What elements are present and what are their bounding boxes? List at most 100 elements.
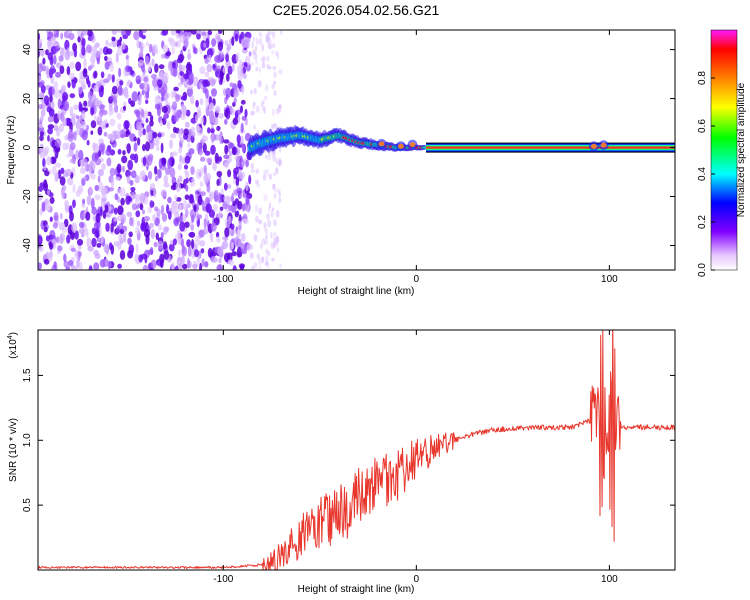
heatmap-cell <box>206 63 213 73</box>
heatmap-cell <box>81 81 86 89</box>
heatmap-cell <box>66 234 71 244</box>
heatmap-cell <box>273 122 277 128</box>
heatmap-cell <box>63 260 69 268</box>
heatmap-cell <box>77 36 81 43</box>
heatmap-cell <box>227 169 232 178</box>
heatmap-cell <box>138 254 143 263</box>
heatmap-cell <box>211 134 215 144</box>
heatmap-cell <box>230 223 235 230</box>
heatmap-cell <box>205 97 209 109</box>
heatmap-cell <box>266 213 270 220</box>
heatmap-cell <box>111 178 114 189</box>
heatmap-cell <box>46 156 52 166</box>
heatmap-cell <box>138 128 144 138</box>
heatmap-cell <box>210 144 216 155</box>
heatmap-cell <box>273 80 276 85</box>
heatmap-cell <box>39 48 45 57</box>
heatmap-cell <box>81 109 86 120</box>
heatmap-cell <box>60 47 65 57</box>
heatmap-cell <box>162 44 169 53</box>
heatmap-cell <box>196 255 201 266</box>
y-tick-label: 1.0 <box>22 433 33 447</box>
heatmap-cell <box>202 115 207 126</box>
y-tick-label: -20 <box>22 189 33 204</box>
heatmap-cell <box>46 106 52 113</box>
heatmap-cell <box>168 243 175 252</box>
heatmap-cell <box>93 70 98 79</box>
heatmap-cell <box>116 215 123 222</box>
heatmap-cell <box>227 215 232 225</box>
heatmap-cell <box>169 38 176 47</box>
heatmap-cell <box>144 83 148 93</box>
heatmap-cell <box>105 245 109 256</box>
heatmap-cell <box>212 63 216 69</box>
spectrogram-panel: -100 0 100 -40 -20 0 20 40 Height of straight l… <box>6 29 676 297</box>
heatmap-cell <box>101 188 108 195</box>
heatmap-cell <box>220 188 224 196</box>
spectrogram-ylabel: Frequency (Hz) <box>6 116 17 185</box>
heatmap-cell <box>187 48 191 54</box>
heatmap-cell <box>38 92 44 99</box>
heatmap-cell <box>130 191 136 200</box>
heatmap-cell <box>94 152 100 161</box>
heatmap-cell <box>131 91 138 102</box>
heatmap-cell <box>38 262 42 270</box>
heatmap-cell <box>116 112 122 120</box>
heatmap-cell <box>38 185 43 192</box>
heatmap-cell <box>130 100 136 107</box>
heatmap-cell <box>231 146 237 156</box>
heatmap-cell <box>109 167 116 177</box>
heatmap-cell <box>105 148 112 156</box>
heatmap-cell <box>219 135 223 145</box>
heatmap-cell <box>97 175 101 183</box>
heatmap-cell <box>117 148 122 155</box>
heatmap-cell <box>142 264 149 270</box>
heatmap-cell <box>267 154 272 161</box>
heatmap-cell <box>92 143 100 154</box>
heatmap-cell <box>141 89 145 96</box>
heatmap-cell <box>106 48 113 55</box>
heatmap-cell <box>95 220 101 229</box>
heatmap-cell <box>271 43 276 49</box>
heatmap-cell <box>124 120 130 129</box>
heatmap-cell <box>203 218 207 229</box>
heatmap-cell <box>44 95 50 106</box>
heatmap-cell <box>110 244 115 255</box>
heatmap-cell <box>149 120 154 127</box>
heatmap-cell <box>238 220 242 226</box>
heatmap-cell <box>180 96 187 101</box>
heatmap-cell <box>236 229 241 234</box>
heatmap-cell <box>48 86 55 96</box>
heatmap-cell <box>223 182 228 191</box>
heatmap-cell <box>67 177 74 186</box>
heatmap-cell <box>191 177 196 183</box>
heatmap-cell <box>236 238 242 249</box>
heatmap-cell <box>183 164 189 170</box>
heatmap-cell <box>127 159 134 171</box>
heatmap-cell <box>278 190 281 198</box>
heatmap-cell <box>263 173 267 181</box>
heatmap-cell <box>111 85 118 95</box>
heatmap-cell <box>94 184 100 192</box>
heatmap-cell <box>162 241 168 250</box>
heatmap-cell <box>225 53 230 63</box>
heatmap-cell <box>154 95 160 107</box>
heatmap-cell <box>110 222 114 233</box>
heatmap-cell <box>92 44 98 55</box>
heatmap-cell <box>118 67 122 78</box>
heatmap-cell <box>263 226 268 232</box>
colorbar-tick-label: 0.2 <box>697 215 708 229</box>
heatmap-cell <box>273 232 277 237</box>
heatmap-cell <box>223 154 230 160</box>
heatmap-cell <box>201 258 205 268</box>
heatmap-cell <box>69 106 74 117</box>
heatmap-cell <box>53 81 58 89</box>
snr-multiplier-exponent: 4 <box>7 335 14 339</box>
heatmap-cell <box>240 122 244 133</box>
heatmap-cell <box>248 174 252 185</box>
heatmap-cell <box>107 73 113 80</box>
heatmap-cell <box>223 139 230 144</box>
heatmap-cell <box>136 38 140 49</box>
heatmap-cell <box>169 167 176 178</box>
heatmap-cell <box>234 33 239 42</box>
